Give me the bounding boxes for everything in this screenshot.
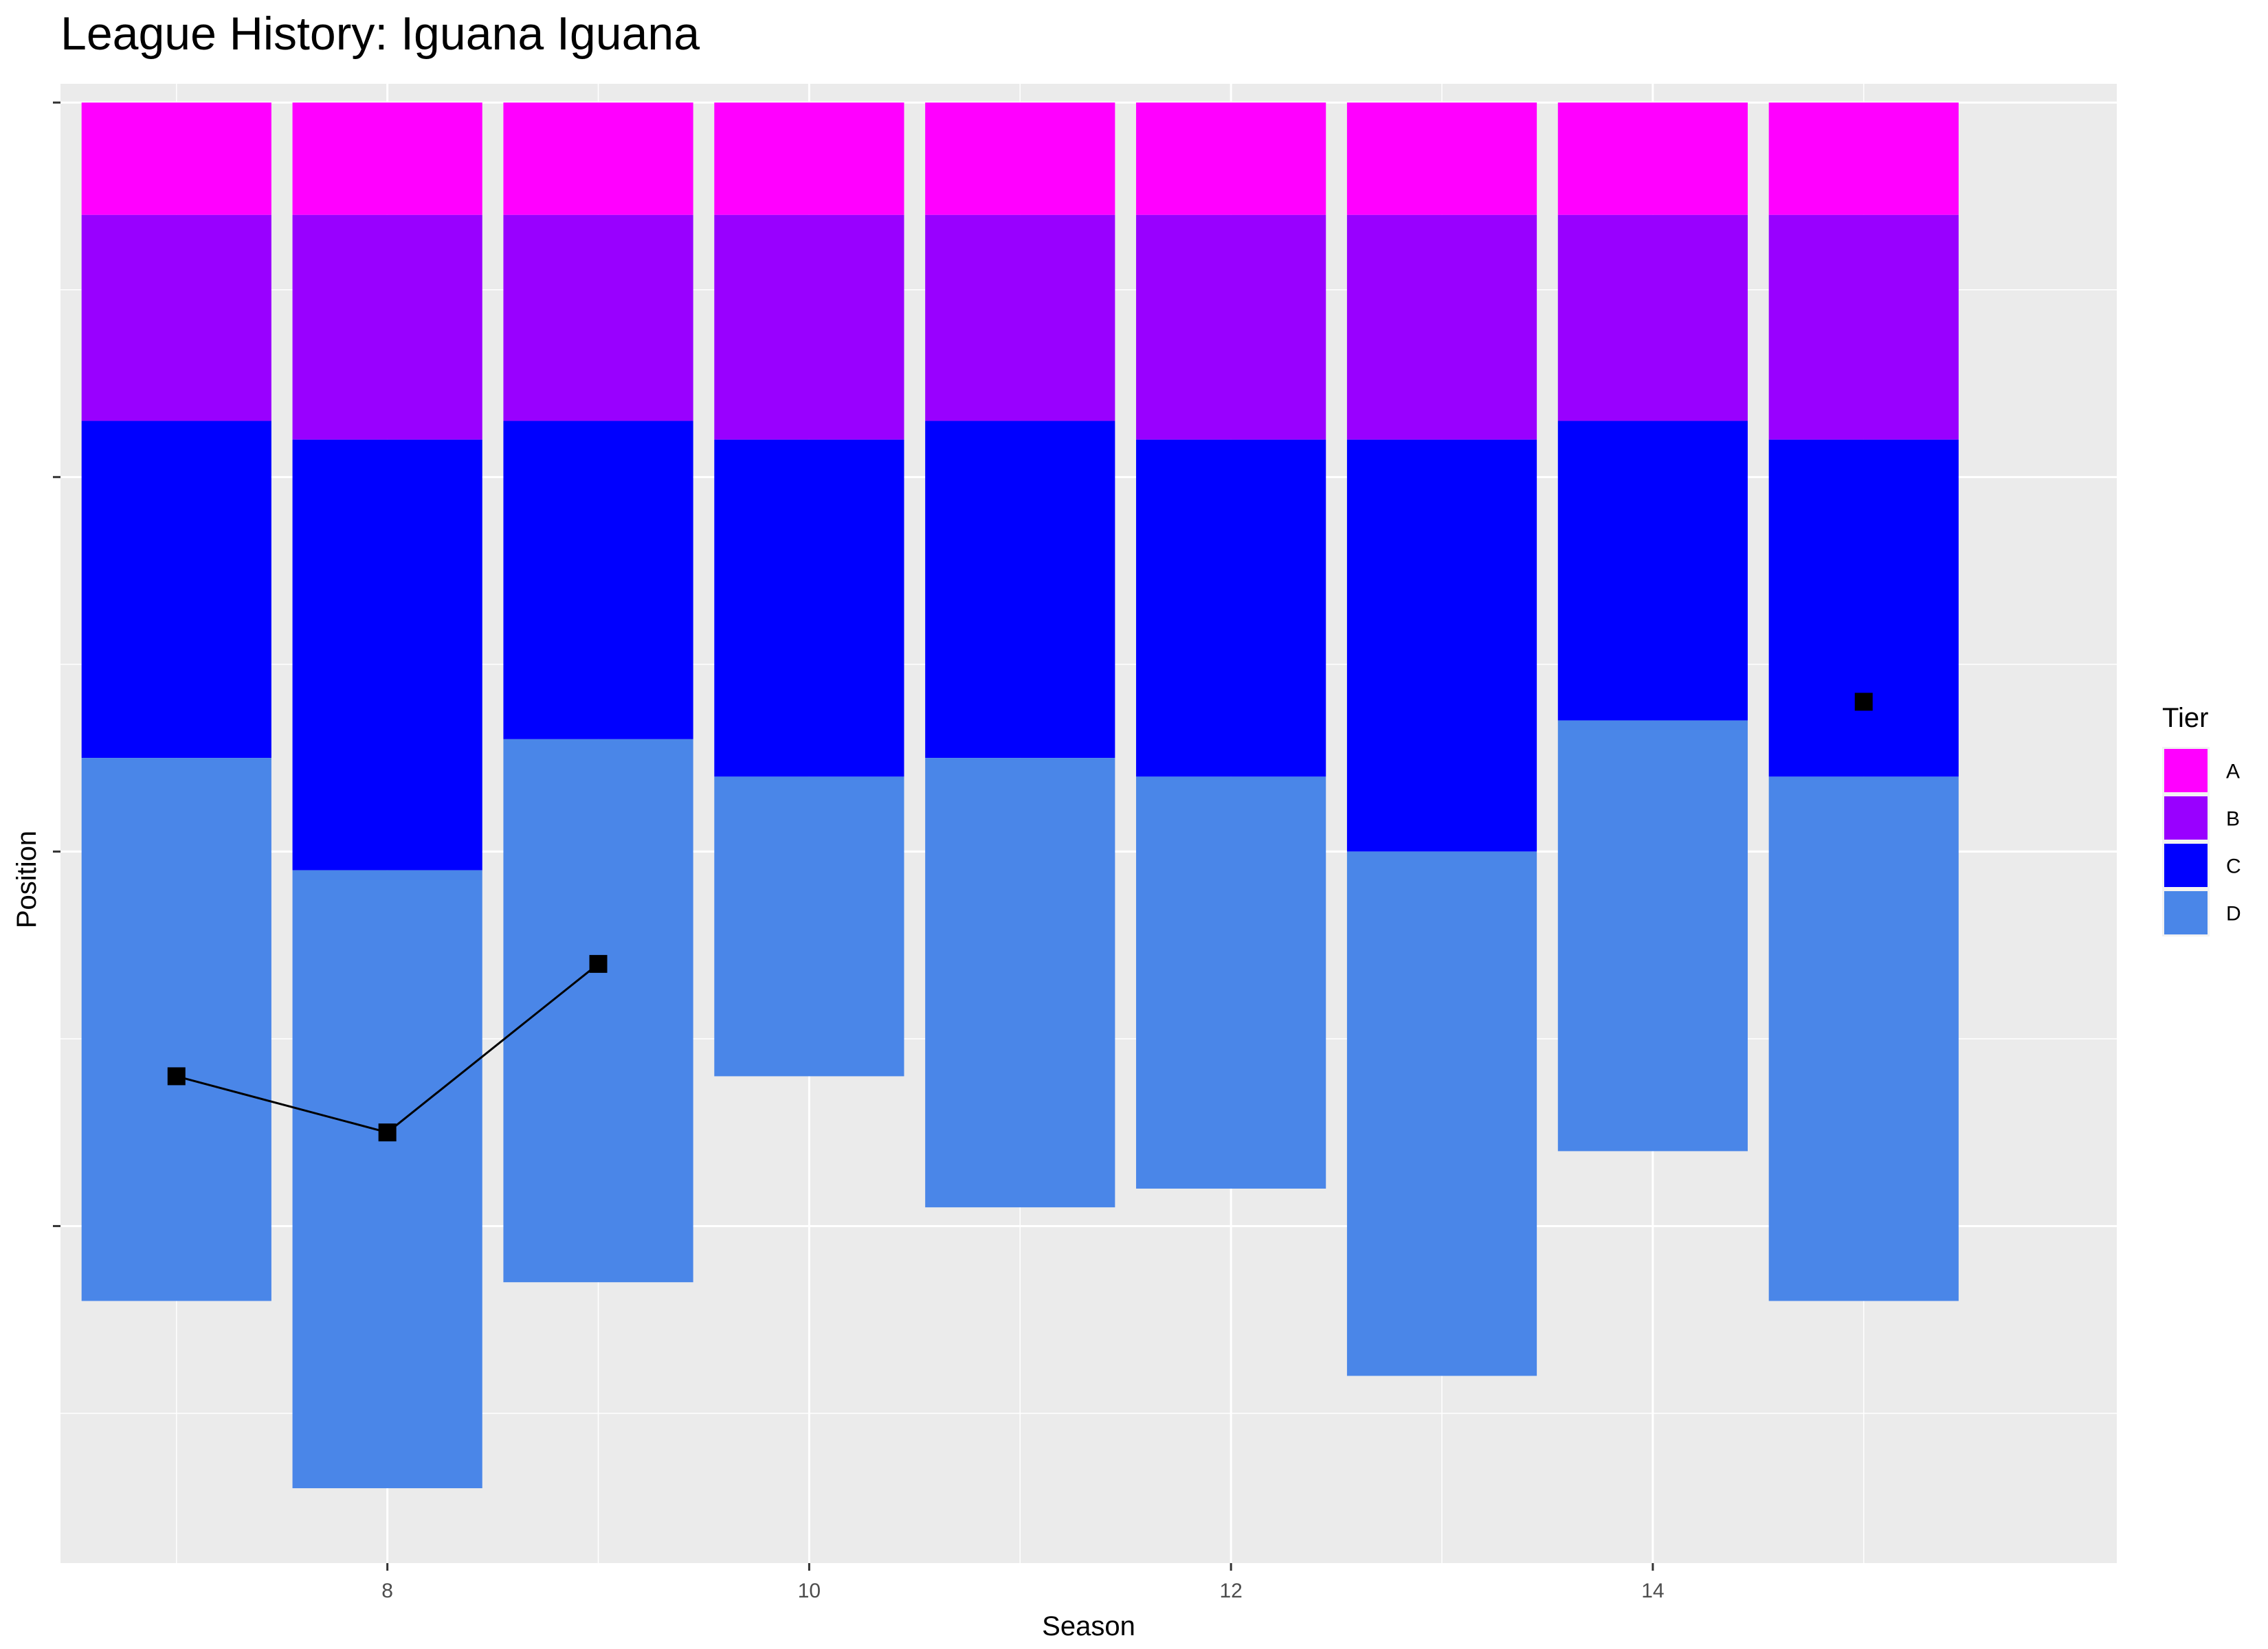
bar-season-8-tier-b	[292, 214, 482, 440]
bar-season-15-tier-b	[1768, 214, 1959, 440]
bar-season-14-tier-a	[1557, 102, 1748, 215]
bar-season-15-tier-d	[1768, 776, 1959, 1301]
position-point-season-8	[378, 1123, 397, 1142]
legend-label-c: C	[2226, 855, 2241, 878]
position-point-season-15	[1854, 693, 1873, 711]
legend-swatch-c	[2164, 844, 2208, 887]
bar-season-13-tier-d	[1346, 851, 1537, 1376]
bar-season-13-tier-c	[1346, 439, 1537, 852]
bar-season-10-tier-b	[714, 214, 904, 440]
position-point-season-9	[589, 954, 608, 973]
legend-swatch-d	[2164, 891, 2208, 934]
legend-label-d: D	[2226, 903, 2241, 926]
bar-season-8-tier-a	[292, 102, 482, 215]
x-tick-label: 12	[1219, 1580, 1242, 1602]
bar-season-11-tier-d	[925, 758, 1115, 1208]
bar-season-9-tier-c	[503, 420, 693, 739]
legend-label-b: B	[2226, 808, 2240, 831]
bar-season-12-tier-b	[1136, 214, 1326, 440]
bar-season-9-tier-b	[503, 214, 693, 421]
bar-season-11-tier-b	[925, 214, 1115, 421]
x-axis-title: Season	[1042, 1611, 1135, 1641]
chart-title: League History: Iguana Iguana	[60, 8, 700, 60]
bar-season-8-tier-c	[292, 439, 482, 871]
bar-season-10-tier-c	[714, 439, 904, 777]
legend-swatch-a	[2164, 749, 2208, 792]
bar-season-9-tier-a	[503, 102, 693, 215]
legend: Tier A B C D	[2162, 703, 2241, 936]
bar-season-11-tier-a	[925, 102, 1115, 215]
bar-season-10-tier-d	[714, 776, 904, 1077]
x-axis: 8 10 12 14	[381, 1563, 1665, 1602]
legend-label-a: A	[2226, 761, 2240, 783]
bar-season-13-tier-a	[1346, 102, 1537, 215]
x-tick-label: 14	[1641, 1580, 1664, 1602]
bar-season-13-tier-b	[1346, 214, 1537, 440]
bar-season-15-tier-c	[1768, 439, 1959, 777]
bar-season-7-tier-b	[81, 214, 271, 421]
x-tick-label: 10	[798, 1580, 821, 1602]
bar-season-14-tier-b	[1557, 214, 1748, 421]
y-axis-title: Position	[12, 831, 42, 928]
bar-season-7-tier-d	[81, 758, 271, 1301]
x-tick-label: 8	[381, 1580, 393, 1602]
bars	[81, 102, 1959, 1488]
position-series	[167, 693, 1873, 1142]
position-point-season-7	[167, 1067, 186, 1086]
bar-season-12-tier-c	[1136, 439, 1326, 777]
legend-swatch-b	[2164, 796, 2208, 840]
legend-title: Tier	[2162, 703, 2208, 733]
bar-season-14-tier-d	[1557, 720, 1748, 1152]
bar-season-8-tier-d	[292, 870, 482, 1488]
bar-season-7-tier-a	[81, 102, 271, 215]
bar-season-10-tier-a	[714, 102, 904, 215]
bar-season-12-tier-a	[1136, 102, 1326, 215]
bar-season-14-tier-c	[1557, 420, 1748, 721]
bar-season-12-tier-d	[1136, 776, 1326, 1189]
bar-season-9-tier-d	[503, 739, 693, 1283]
bar-season-7-tier-c	[81, 420, 271, 759]
bar-season-11-tier-c	[925, 420, 1115, 759]
bar-season-15-tier-a	[1768, 102, 1959, 215]
y-axis	[53, 101, 60, 1227]
